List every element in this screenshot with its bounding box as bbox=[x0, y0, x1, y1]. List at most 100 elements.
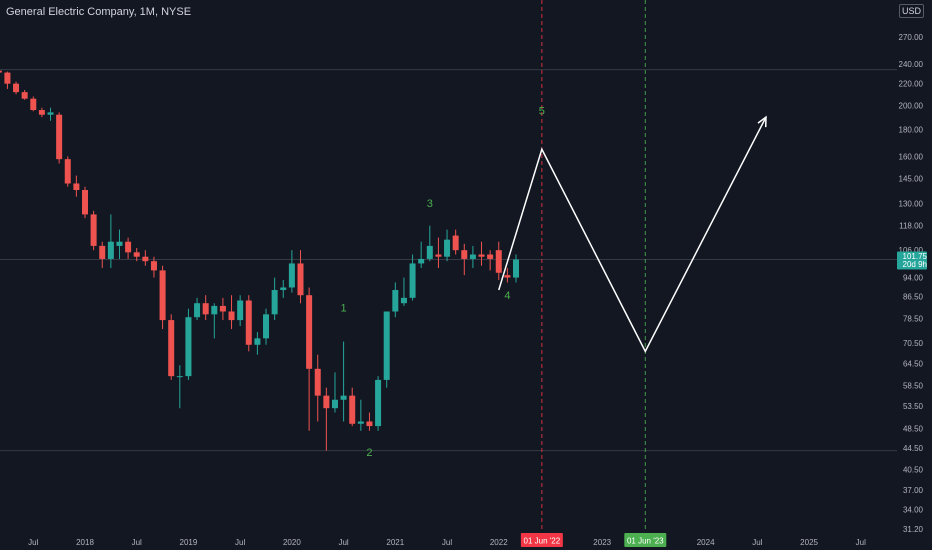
currency-badge[interactable]: USD bbox=[898, 4, 924, 18]
price-axis[interactable]: 270.00 240.00 220.00 200.00 180.00 160.00 145.… bbox=[897, 0, 932, 550]
candle-body bbox=[254, 338, 261, 345]
candle-body bbox=[168, 320, 175, 377]
price-tick-label: 37.00 bbox=[903, 486, 924, 495]
price-tick-label: 40.50 bbox=[903, 466, 924, 475]
candle-body bbox=[288, 263, 295, 288]
candle-body bbox=[306, 295, 313, 369]
time-tick-label: 2025 bbox=[800, 538, 818, 547]
candle bbox=[0, 70, 2, 73]
price-tick-label: 118.00 bbox=[899, 222, 923, 231]
candle-body bbox=[469, 254, 476, 259]
candle bbox=[426, 225, 433, 262]
date-marker-lines bbox=[541, 0, 646, 532]
candle bbox=[254, 332, 261, 355]
candle bbox=[133, 248, 140, 262]
price-tick-label: 86.50 bbox=[903, 293, 924, 302]
candle-body bbox=[56, 114, 63, 160]
candle-body bbox=[99, 245, 106, 259]
time-axis[interactable]: Jul 2018 Jul 2019 Jul 2020 Jul 2021 Jul 2022 2023 2… bbox=[0, 532, 897, 550]
candle bbox=[13, 81, 20, 95]
candle bbox=[435, 237, 442, 269]
price-tick-label: 220.00 bbox=[899, 80, 924, 89]
wave-label: 5 bbox=[539, 106, 545, 118]
candle-body bbox=[409, 263, 416, 298]
candle-body bbox=[375, 379, 382, 427]
price-axis-background bbox=[897, 0, 932, 550]
candle bbox=[245, 295, 252, 352]
candle-body bbox=[461, 250, 468, 259]
candle-body bbox=[323, 395, 330, 409]
candle-body bbox=[426, 245, 433, 259]
candle bbox=[340, 341, 347, 422]
candle-body bbox=[13, 83, 20, 93]
last-price-tag bbox=[897, 251, 927, 270]
candle-body bbox=[435, 254, 442, 257]
last-price-value: 101.75 bbox=[903, 252, 928, 261]
date-marker-tag bbox=[520, 533, 563, 547]
candle-body bbox=[133, 252, 140, 257]
time-tick-label: 2022 bbox=[490, 538, 508, 547]
candle bbox=[263, 308, 270, 345]
price-tick-label: 34.00 bbox=[903, 505, 924, 514]
time-tick-label: Jul bbox=[235, 538, 245, 547]
candle-body bbox=[219, 305, 226, 312]
candle-body bbox=[90, 214, 97, 246]
wave-label: 1 bbox=[341, 302, 347, 314]
candle-body bbox=[383, 311, 390, 380]
candle bbox=[176, 365, 183, 409]
candlesticks bbox=[0, 70, 519, 451]
candle bbox=[194, 297, 201, 321]
price-tick-label: 44.50 bbox=[903, 444, 924, 453]
candle bbox=[323, 387, 330, 451]
candle-body bbox=[297, 263, 304, 296]
candle-body bbox=[340, 395, 347, 400]
candle bbox=[513, 254, 519, 283]
candle bbox=[478, 241, 485, 266]
candle bbox=[237, 295, 244, 327]
candle bbox=[159, 265, 166, 330]
candle-body bbox=[392, 290, 399, 312]
candle bbox=[392, 282, 399, 318]
projection-line bbox=[498, 116, 767, 354]
candle bbox=[107, 214, 114, 269]
candle-body bbox=[478, 254, 485, 257]
candle-body bbox=[495, 250, 502, 273]
candle bbox=[375, 376, 382, 431]
candle-body bbox=[150, 261, 157, 271]
candle bbox=[306, 287, 313, 431]
candle bbox=[461, 243, 468, 276]
projection-path bbox=[498, 115, 767, 354]
candle-body bbox=[452, 235, 459, 251]
candle bbox=[366, 412, 373, 431]
candle-body bbox=[159, 270, 166, 321]
candle bbox=[90, 210, 97, 251]
candle-body bbox=[366, 421, 373, 427]
candle-body bbox=[280, 287, 287, 291]
candle bbox=[30, 96, 37, 112]
candle-body bbox=[38, 110, 45, 115]
price-tick-label: 145.00 bbox=[899, 175, 924, 184]
time-tick-label: 2020 bbox=[283, 538, 301, 547]
price-tick-label: 180.00 bbox=[899, 125, 924, 134]
candle bbox=[504, 268, 511, 283]
time-tick-label: Jul bbox=[442, 538, 452, 547]
candle bbox=[444, 229, 451, 262]
candle-body bbox=[504, 275, 511, 278]
candle-body bbox=[418, 258, 425, 264]
candle bbox=[38, 107, 45, 118]
candle bbox=[487, 250, 494, 271]
time-tick-label: 2021 bbox=[386, 538, 404, 547]
candle bbox=[271, 277, 278, 321]
candle bbox=[99, 241, 106, 269]
price-tick-label: 78.50 bbox=[903, 315, 924, 324]
price-tick-label: 130.00 bbox=[899, 200, 924, 209]
candle bbox=[21, 89, 28, 100]
candle-body bbox=[314, 368, 321, 396]
wave-labels: 1 2 3 4 5 bbox=[341, 106, 545, 459]
date-marker-tag bbox=[624, 533, 667, 547]
price-tick-label: 58.50 bbox=[903, 382, 924, 391]
candle-body bbox=[185, 317, 192, 377]
candle bbox=[383, 311, 390, 388]
